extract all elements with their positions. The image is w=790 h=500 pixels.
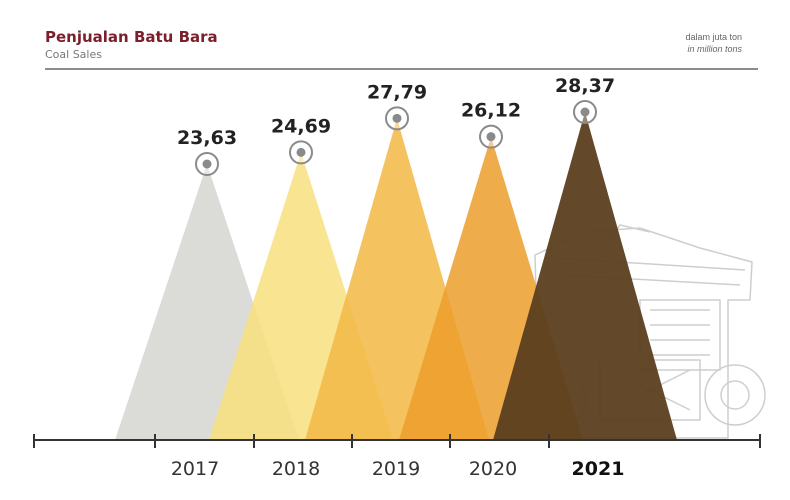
header-divider	[45, 68, 758, 70]
marker-dot-2018	[296, 147, 306, 157]
year-label-2020: 2020	[469, 458, 517, 480]
year-label-2018: 2018	[272, 458, 320, 480]
unit-note-en: in million tons	[687, 44, 742, 54]
marker-dot-2020	[486, 132, 496, 142]
value-label-2020: 26,12	[461, 100, 521, 122]
value-label-2021: 28,37	[555, 75, 615, 97]
labels-layer: 23,63 2017 24,69 2018 27,79 2019 26,12 2020 28,3…	[171, 75, 625, 480]
marker-dot-2019	[392, 113, 402, 123]
peak-2021	[493, 112, 677, 440]
page-title: Penjualan Batu Bara	[45, 28, 218, 46]
value-label-2019: 27,79	[367, 81, 427, 103]
page-subtitle: Coal Sales	[45, 48, 102, 61]
x-axis	[33, 434, 761, 448]
marker-dot-2017	[202, 159, 212, 169]
marker-dot-2021	[580, 107, 590, 117]
year-label-2019: 2019	[372, 458, 420, 480]
markers-layer	[195, 100, 597, 176]
year-label-2017: 2017	[171, 458, 219, 480]
year-label-2021: 2021	[572, 458, 625, 480]
peaks-layer	[115, 112, 677, 441]
unit-note: dalam juta ton in million tons	[685, 31, 742, 55]
unit-note-id: dalam juta ton	[685, 32, 742, 42]
value-label-2018: 24,69	[271, 115, 331, 137]
value-label-2017: 23,63	[177, 127, 237, 149]
